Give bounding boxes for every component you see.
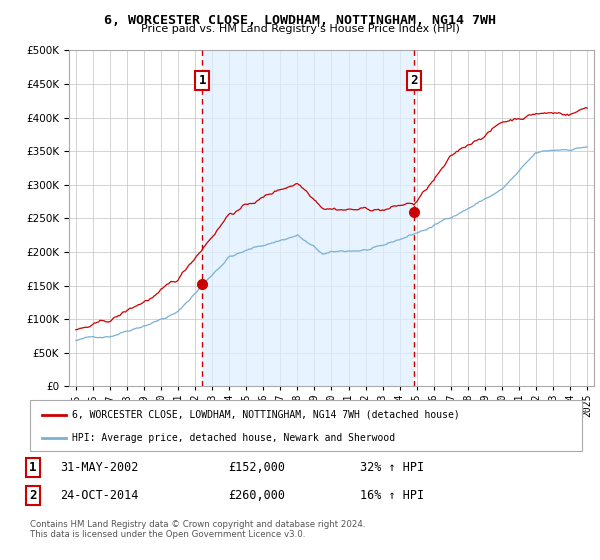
Text: £152,000: £152,000 [228, 461, 285, 474]
Text: 32% ↑ HPI: 32% ↑ HPI [360, 461, 424, 474]
Text: 2: 2 [29, 489, 37, 502]
Text: Price paid vs. HM Land Registry's House Price Index (HPI): Price paid vs. HM Land Registry's House … [140, 24, 460, 34]
Text: 2: 2 [410, 74, 418, 87]
Text: HPI: Average price, detached house, Newark and Sherwood: HPI: Average price, detached house, Newa… [72, 433, 395, 443]
Text: £260,000: £260,000 [228, 489, 285, 502]
Text: 6, WORCESTER CLOSE, LOWDHAM, NOTTINGHAM, NG14 7WH (detached house): 6, WORCESTER CLOSE, LOWDHAM, NOTTINGHAM,… [72, 409, 460, 419]
Text: 24-OCT-2014: 24-OCT-2014 [60, 489, 139, 502]
Text: 6, WORCESTER CLOSE, LOWDHAM, NOTTINGHAM, NG14 7WH: 6, WORCESTER CLOSE, LOWDHAM, NOTTINGHAM,… [104, 14, 496, 27]
Text: 1: 1 [199, 74, 206, 87]
Bar [202, 50, 414, 386]
Text: 31-MAY-2002: 31-MAY-2002 [60, 461, 139, 474]
Text: Contains HM Land Registry data © Crown copyright and database right 2024.
This d: Contains HM Land Registry data © Crown c… [30, 520, 365, 539]
Text: 16% ↑ HPI: 16% ↑ HPI [360, 489, 424, 502]
Text: 1: 1 [29, 461, 37, 474]
